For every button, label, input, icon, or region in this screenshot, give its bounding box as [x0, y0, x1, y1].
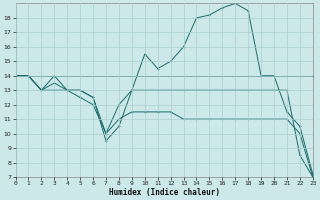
X-axis label: Humidex (Indice chaleur): Humidex (Indice chaleur): [109, 188, 220, 197]
